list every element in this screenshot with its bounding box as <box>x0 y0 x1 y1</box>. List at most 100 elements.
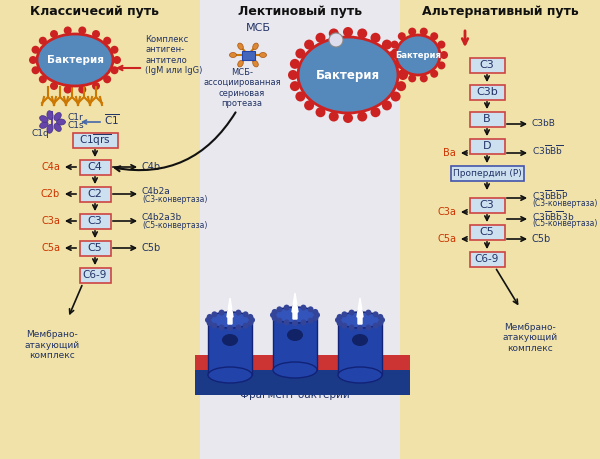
FancyBboxPatch shape <box>470 84 505 100</box>
Circle shape <box>391 91 401 101</box>
Circle shape <box>371 107 380 117</box>
Text: C4b: C4b <box>142 162 161 172</box>
Circle shape <box>357 28 367 39</box>
Circle shape <box>39 37 47 45</box>
Text: С3: С3 <box>479 200 494 210</box>
Text: C4: C4 <box>88 162 103 172</box>
Circle shape <box>301 305 307 311</box>
Circle shape <box>337 314 343 320</box>
Text: С5: С5 <box>479 227 494 237</box>
Circle shape <box>206 320 212 326</box>
Circle shape <box>270 312 276 318</box>
Circle shape <box>440 51 448 59</box>
Circle shape <box>373 323 379 329</box>
Circle shape <box>113 56 121 64</box>
Circle shape <box>32 46 40 54</box>
Text: Мембрано-
атакующий
комплекс: Мембрано- атакующий комплекс <box>25 330 80 360</box>
Circle shape <box>272 309 278 315</box>
Ellipse shape <box>222 334 238 346</box>
Text: C2b: C2b <box>41 189 60 199</box>
Circle shape <box>437 40 445 49</box>
Circle shape <box>343 27 353 37</box>
Circle shape <box>290 59 300 69</box>
Circle shape <box>382 39 392 50</box>
Text: C5b: C5b <box>142 243 161 253</box>
Text: Лектиновый путь: Лектиновый путь <box>238 6 362 18</box>
Circle shape <box>227 309 233 315</box>
Circle shape <box>420 74 428 83</box>
Ellipse shape <box>40 122 48 129</box>
Ellipse shape <box>253 43 258 50</box>
Text: $\overline{\mathrm{C1}}$: $\overline{\mathrm{C1}}$ <box>104 112 120 127</box>
Circle shape <box>398 70 406 78</box>
Text: (С5-конвертаза): (С5-конвертаза) <box>532 219 598 229</box>
Circle shape <box>377 314 383 320</box>
Circle shape <box>313 309 319 315</box>
Circle shape <box>379 317 385 323</box>
FancyBboxPatch shape <box>195 355 410 385</box>
Text: D: D <box>483 141 491 151</box>
Polygon shape <box>357 298 363 324</box>
Text: B: B <box>483 114 491 124</box>
FancyBboxPatch shape <box>79 186 110 202</box>
Circle shape <box>329 33 343 47</box>
Text: Пропердин (Р): Пропердин (Р) <box>452 168 521 178</box>
Circle shape <box>284 319 290 325</box>
FancyBboxPatch shape <box>241 50 254 60</box>
Circle shape <box>357 325 363 331</box>
Text: C4b2a3b: C4b2a3b <box>142 213 182 223</box>
Circle shape <box>78 27 86 34</box>
Circle shape <box>357 309 363 315</box>
Circle shape <box>398 32 406 40</box>
Circle shape <box>313 315 319 321</box>
Text: С3bB: С3bB <box>532 119 556 129</box>
Circle shape <box>388 51 396 59</box>
Circle shape <box>308 318 314 324</box>
Circle shape <box>391 62 398 69</box>
Text: C3: C3 <box>88 216 103 226</box>
FancyBboxPatch shape <box>470 197 505 213</box>
Text: Бактерия: Бактерия <box>395 50 441 60</box>
Circle shape <box>32 66 40 74</box>
FancyBboxPatch shape <box>200 0 400 459</box>
Circle shape <box>292 320 298 326</box>
Circle shape <box>420 28 428 36</box>
FancyBboxPatch shape <box>470 112 505 127</box>
Circle shape <box>382 101 392 111</box>
Polygon shape <box>292 293 298 319</box>
Ellipse shape <box>47 111 53 120</box>
Ellipse shape <box>287 329 303 341</box>
Circle shape <box>103 37 111 45</box>
Ellipse shape <box>396 35 440 75</box>
Text: C2: C2 <box>88 189 103 199</box>
Ellipse shape <box>47 124 53 133</box>
Circle shape <box>103 75 111 83</box>
Ellipse shape <box>37 34 113 86</box>
Ellipse shape <box>56 119 65 125</box>
Text: C1$\overline{\mathrm{qrs}}$: C1$\overline{\mathrm{qrs}}$ <box>79 132 111 148</box>
Ellipse shape <box>352 334 368 346</box>
FancyBboxPatch shape <box>470 252 505 267</box>
Ellipse shape <box>54 112 61 121</box>
Circle shape <box>391 49 401 58</box>
Circle shape <box>437 62 445 69</box>
Circle shape <box>396 81 406 91</box>
Circle shape <box>277 306 283 312</box>
Text: Мембрано-
атакующий
комплекс: Мембрано- атакующий комплекс <box>502 323 557 353</box>
Polygon shape <box>227 298 233 324</box>
Circle shape <box>39 75 47 83</box>
Circle shape <box>408 28 416 36</box>
Text: (С3-конвертаза): (С3-конвертаза) <box>532 198 598 207</box>
Ellipse shape <box>338 367 382 383</box>
Text: С5a: С5a <box>437 234 456 244</box>
Circle shape <box>370 33 380 43</box>
Circle shape <box>205 317 211 323</box>
Ellipse shape <box>273 307 317 323</box>
Circle shape <box>206 314 212 320</box>
Circle shape <box>211 311 217 317</box>
Ellipse shape <box>54 123 61 131</box>
Text: C5: C5 <box>88 243 103 253</box>
Circle shape <box>304 39 314 50</box>
FancyBboxPatch shape <box>0 0 200 459</box>
FancyBboxPatch shape <box>470 139 505 153</box>
